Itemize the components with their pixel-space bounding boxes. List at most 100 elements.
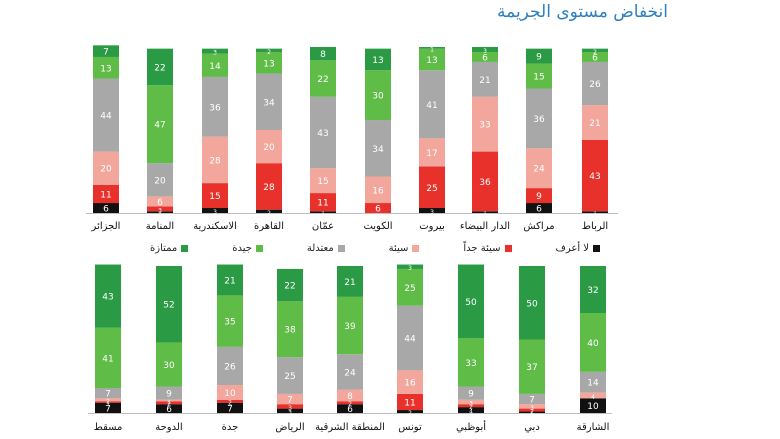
- bar-segment-good: [582, 51, 608, 62]
- data-label: 11: [317, 199, 328, 209]
- bar-segment-excellent: [519, 266, 545, 340]
- data-label: 2: [408, 410, 412, 417]
- data-label: 43: [317, 129, 328, 139]
- bar-segment-bad: [337, 389, 363, 402]
- bar-segment-very-bad: [256, 163, 282, 210]
- bar-segment-dont-know: [519, 411, 545, 413]
- data-label: 1: [158, 211, 162, 218]
- bar-segment-bad: [397, 370, 423, 394]
- data-label: 16: [404, 379, 416, 389]
- bar-segment-excellent: [95, 264, 121, 328]
- data-label: 6: [157, 198, 163, 208]
- bar-segment-excellent: [93, 45, 119, 57]
- data-label: 2: [106, 398, 110, 405]
- data-label: 40: [587, 339, 599, 349]
- bar-segment-bad: [419, 138, 445, 167]
- bar-segment-moderate: [217, 346, 243, 386]
- category-label: بيروت: [419, 221, 445, 232]
- bar-segment-excellent: [202, 48, 228, 54]
- bar-segment-moderate: [397, 305, 423, 371]
- bar-segment-very-bad: [337, 401, 363, 405]
- bar-segment-moderate: [582, 61, 608, 106]
- bar-segment-excellent: [147, 48, 173, 86]
- bar-segment-very-bad: [526, 188, 552, 204]
- data-label: 7: [105, 390, 111, 400]
- bar-segment-very-bad: [519, 408, 545, 412]
- legend-item-very-bad: سيئة جداً: [463, 243, 512, 254]
- legend-swatch: [593, 244, 600, 252]
- legend: ممتازة جيدة معتدلة سيئة سيئة جداً لا أعرف: [150, 239, 600, 257]
- data-label: 32: [587, 286, 598, 296]
- bar-segment-dont-know: [526, 203, 552, 213]
- bar-segment-good: [519, 339, 545, 394]
- bar-segment-moderate: [458, 386, 484, 400]
- legend-swatch: [255, 244, 263, 252]
- bar-segment-excellent: [337, 266, 363, 297]
- data-label: 41: [426, 101, 437, 111]
- data-label: 6: [347, 405, 353, 415]
- bar-segment-excellent: [580, 266, 606, 314]
- data-label: 1: [430, 46, 434, 53]
- data-label: 44: [100, 112, 112, 122]
- bar-segment-dont-know: [156, 404, 182, 413]
- data-label: 6: [482, 53, 488, 63]
- bar-segment-bad: [256, 130, 282, 164]
- data-label: 2: [267, 210, 271, 217]
- bar-segment-moderate: [147, 163, 173, 197]
- data-label: 2: [593, 49, 597, 56]
- data-label: 10: [587, 402, 599, 412]
- bar-segment-very-bad: [95, 401, 121, 403]
- data-label: 3: [288, 405, 292, 412]
- data-label: 1: [483, 211, 487, 218]
- data-label: 3: [430, 209, 434, 216]
- bar-segment-bad: [156, 399, 182, 402]
- bar-segment-moderate: [93, 78, 119, 152]
- bar-segment-very-bad: [310, 193, 336, 212]
- bar-segment-excellent: [256, 48, 282, 52]
- bar-segment-excellent: [277, 268, 303, 302]
- bar-segment-good: [580, 313, 606, 372]
- legend-swatch: [181, 244, 189, 252]
- bar-segment-good: [95, 327, 121, 389]
- data-label: 2: [530, 409, 534, 416]
- bar-segment-excellent: [526, 48, 552, 64]
- data-label: 22: [317, 75, 328, 85]
- bar-segment-good: [202, 53, 228, 77]
- bar-segment-dont-know: [277, 408, 303, 413]
- data-label: 43: [102, 293, 113, 303]
- data-label: 36: [209, 103, 221, 113]
- bar-segment-moderate: [580, 371, 606, 393]
- data-label: 47: [154, 121, 165, 131]
- bar-segment-good: [458, 338, 484, 387]
- data-label: 3: [530, 405, 534, 412]
- bar-segment-moderate: [519, 393, 545, 405]
- bar-segment-good: [526, 63, 552, 89]
- category-label: المنامة: [146, 221, 174, 232]
- category-label: الجزائر: [91, 221, 121, 232]
- bar-segment-good: [156, 342, 182, 387]
- bar-segment-moderate: [337, 354, 363, 390]
- bar-segment-dont-know: [397, 410, 423, 413]
- data-label: 11: [404, 398, 415, 408]
- bar-segment-dont-know: [147, 211, 173, 213]
- bar-segment-bad: [147, 196, 173, 207]
- data-label: 17: [426, 149, 437, 159]
- data-label: 2: [167, 401, 171, 408]
- bar-segment-good: [365, 70, 391, 121]
- bar-segment-dont-know: [310, 211, 336, 213]
- bar-segment-bad: [365, 176, 391, 204]
- category-label: دبي: [524, 422, 540, 433]
- data-label: 11: [100, 190, 111, 200]
- data-label: 1: [530, 411, 534, 418]
- bar-segment-good: [147, 85, 173, 164]
- bar-segment-good: [217, 295, 243, 347]
- data-label: 1: [167, 399, 171, 406]
- data-label: 2: [267, 49, 271, 56]
- category-label: الاسكندرية: [193, 221, 237, 232]
- data-label: 21: [589, 119, 600, 129]
- category-label: جدة: [222, 422, 239, 433]
- bar-segment-very-bad: [277, 404, 303, 409]
- bar-segment-dont-know: [202, 208, 228, 213]
- bar-segment-dont-know: [256, 209, 282, 213]
